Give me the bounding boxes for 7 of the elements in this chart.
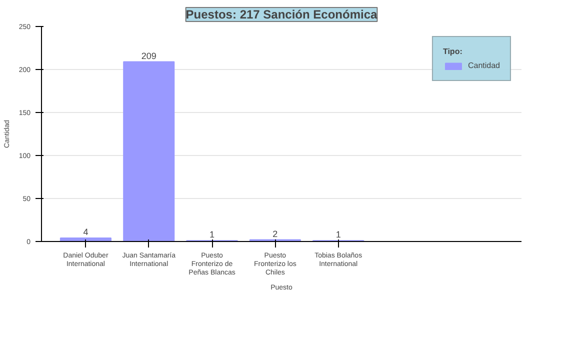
data-label: 1: [210, 230, 215, 240]
data-label: 4: [83, 227, 88, 238]
data-label: 209: [141, 50, 156, 61]
legend-label: Cantidad: [468, 61, 500, 70]
data-label: 2: [272, 228, 278, 239]
legend-title: Tipo:: [442, 47, 464, 56]
data-label: 1: [336, 230, 341, 240]
